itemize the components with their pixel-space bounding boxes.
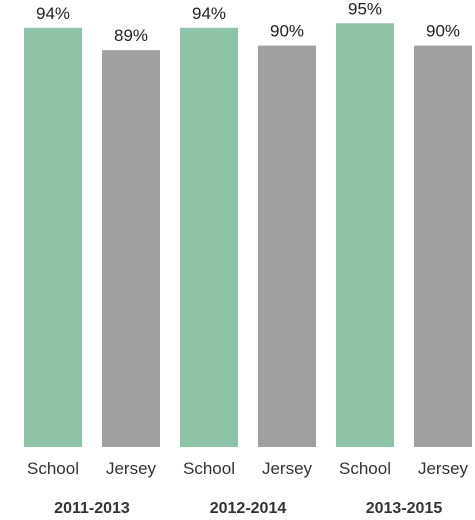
group-label: 2013-2015	[366, 500, 443, 517]
category-label: School	[27, 459, 79, 478]
category-label: School	[183, 459, 235, 478]
bar-school-2013-2015	[336, 23, 394, 448]
value-label: 89%	[114, 26, 148, 45]
group-label: 2012-2014	[210, 500, 287, 517]
bar-jersey-2012-2014	[258, 45, 316, 447]
value-label: 90%	[426, 22, 460, 41]
category-label: Jersey	[418, 459, 469, 478]
bar-school-2011-2013	[24, 27, 82, 448]
value-label: 94%	[192, 4, 226, 23]
bar-school-2012-2014	[180, 27, 238, 448]
value-label: 95%	[348, 0, 382, 18]
category-label: Jersey	[262, 459, 313, 478]
bar-jersey-2013-2015	[414, 45, 472, 447]
value-label: 94%	[36, 4, 70, 23]
group-label: 2011-2013	[54, 500, 130, 517]
value-label: 90%	[270, 22, 304, 41]
category-label: School	[339, 459, 391, 478]
bar-jersey-2011-2013	[102, 50, 160, 447]
category-label: Jersey	[106, 459, 157, 478]
